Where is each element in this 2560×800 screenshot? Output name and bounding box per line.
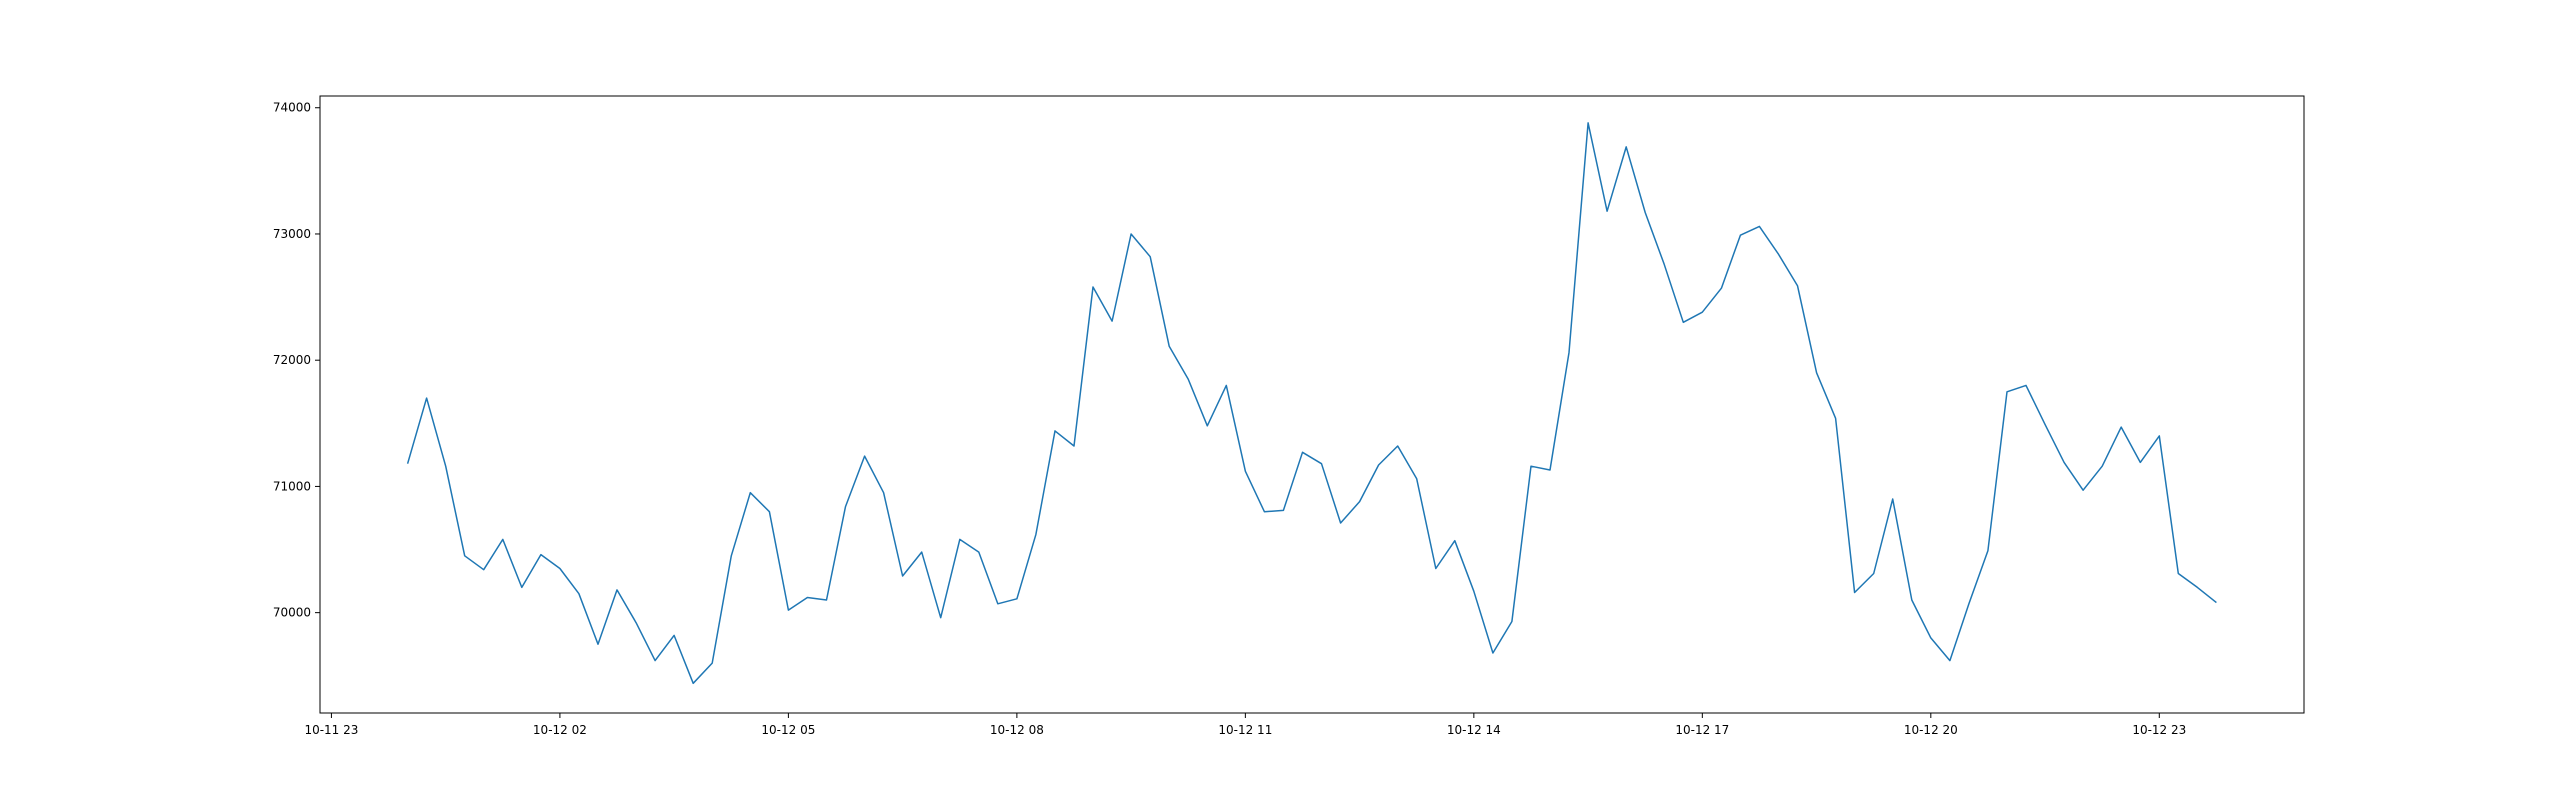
plot-area-frame (319, 95, 2305, 714)
y-axis-ticks: 70000 71000 72000 73000 74000 (273, 101, 320, 620)
y-tick-label: 71000 (273, 479, 311, 493)
x-tick-label: 10-11 23 (304, 723, 358, 737)
y-tick-label: 73000 (273, 227, 311, 241)
x-tick-label: 10-12 17 (1675, 723, 1729, 737)
x-tick-label: 10-12 08 (990, 723, 1044, 737)
y-tick-label: 70000 (273, 606, 311, 620)
x-tick-label: 10-12 23 (2132, 723, 2186, 737)
x-tick-label: 10-12 20 (1904, 723, 1958, 737)
series-line (406, 122, 2217, 685)
x-tick-label: 10-12 02 (533, 723, 587, 737)
y-tick-label: 72000 (273, 353, 311, 367)
x-tick-label: 10-12 05 (761, 723, 815, 737)
x-axis-ticks: 10-11 23 10-12 02 10-12 05 10-12 08 10-12 11… (304, 713, 2186, 737)
x-tick-label: 10-12 11 (1218, 723, 1272, 737)
x-tick-label: 10-12 14 (1447, 723, 1501, 737)
y-tick-label: 74000 (273, 101, 311, 115)
